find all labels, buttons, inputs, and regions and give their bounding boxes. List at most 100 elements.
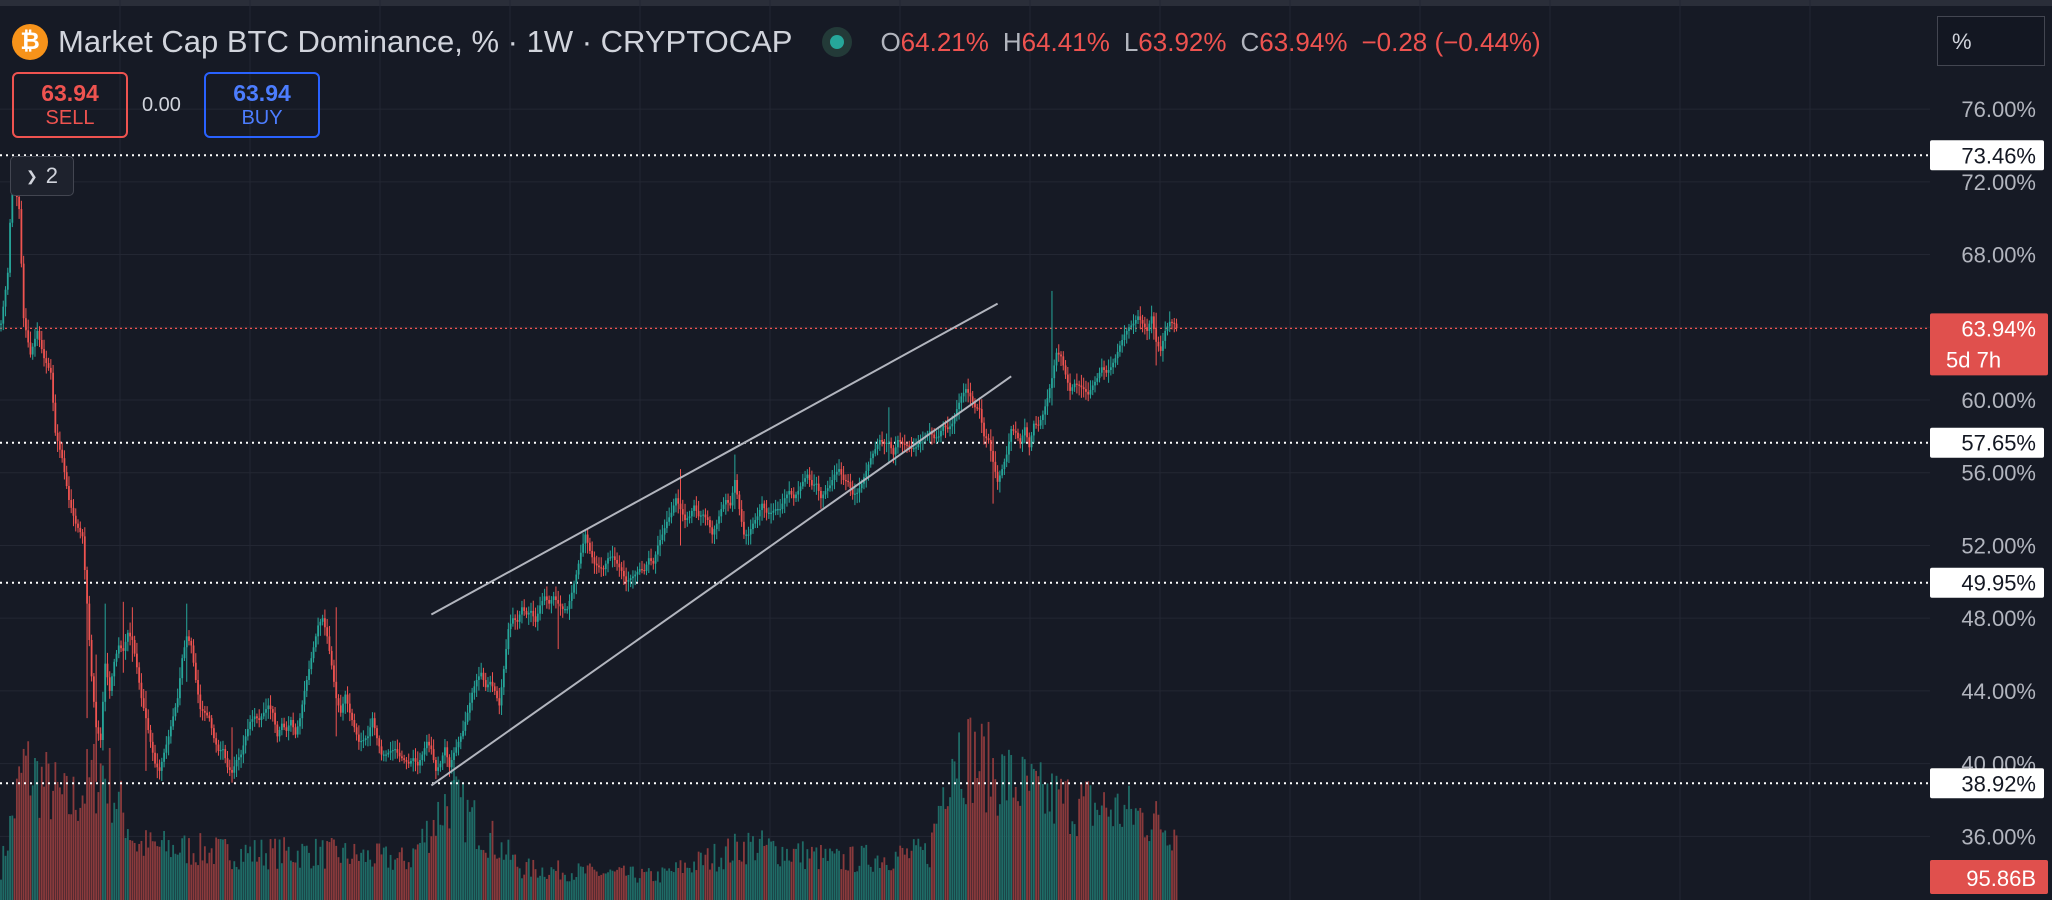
candle-body bbox=[1162, 340, 1164, 351]
volume-bar bbox=[1039, 762, 1042, 900]
volume-bar bbox=[457, 779, 460, 900]
volume-bar bbox=[487, 857, 489, 900]
bitcoin-icon[interactable]: ₿ bbox=[12, 24, 48, 60]
volume-bar bbox=[285, 850, 288, 900]
volume-bar bbox=[246, 853, 249, 900]
volume-bar bbox=[527, 858, 530, 900]
candle-body bbox=[511, 618, 514, 624]
volume-bar bbox=[394, 859, 397, 900]
candle-body bbox=[555, 596, 557, 600]
volume-bar bbox=[149, 832, 152, 900]
channel-lower-line[interactable] bbox=[430, 375, 1012, 787]
candle-body bbox=[842, 474, 845, 480]
candle-body bbox=[256, 716, 258, 719]
candle-body bbox=[668, 517, 671, 522]
volume-bar bbox=[348, 863, 351, 900]
candle-body bbox=[346, 694, 349, 704]
candle-body bbox=[194, 662, 197, 680]
candle-body bbox=[65, 472, 68, 487]
volume-bar bbox=[294, 862, 297, 900]
level-label-box[interactable] bbox=[1930, 567, 2044, 598]
ohlc-low: L63.92% bbox=[1123, 26, 1227, 57]
volume-bar bbox=[591, 866, 594, 900]
volume-bar bbox=[532, 859, 535, 900]
volume-bar bbox=[65, 775, 68, 900]
volume-bar bbox=[808, 858, 811, 900]
candle-body bbox=[715, 523, 718, 530]
candle-body bbox=[160, 761, 163, 771]
candle-body bbox=[317, 625, 319, 637]
volume-bar bbox=[233, 861, 236, 900]
volume-bar bbox=[804, 869, 806, 900]
candle-body bbox=[654, 554, 657, 564]
candle-body bbox=[810, 480, 813, 486]
candle-body bbox=[971, 396, 974, 402]
volume-bar bbox=[111, 822, 113, 900]
horizontal-levels[interactable] bbox=[0, 154, 1930, 785]
candle-body bbox=[462, 730, 464, 737]
candle-body bbox=[244, 736, 247, 746]
channel-upper-line[interactable] bbox=[430, 302, 999, 616]
volume-bar bbox=[974, 731, 976, 900]
candle-body bbox=[1148, 323, 1151, 331]
candle-body bbox=[40, 340, 43, 350]
candle-body bbox=[145, 708, 147, 719]
candle-body bbox=[351, 712, 353, 720]
candle-body bbox=[439, 763, 442, 768]
symbol-title[interactable]: Market Cap BTC Dominance, % · 1W · CRYPT… bbox=[58, 24, 793, 59]
volume-bar bbox=[752, 836, 754, 900]
candle-body bbox=[776, 509, 779, 511]
candle-body bbox=[858, 488, 861, 493]
volume-bar bbox=[1132, 824, 1135, 900]
volume-bar bbox=[935, 823, 938, 900]
candle-body bbox=[308, 669, 310, 680]
candle-body bbox=[38, 330, 41, 340]
market-status-icon[interactable] bbox=[822, 27, 853, 57]
buy-button[interactable]: 63.94 BUY bbox=[204, 72, 320, 138]
volume-bar bbox=[625, 875, 628, 900]
candle-body bbox=[183, 647, 186, 659]
candle-body bbox=[280, 723, 283, 730]
volume-bar bbox=[795, 848, 797, 900]
volume-bar bbox=[92, 743, 95, 900]
candle-body bbox=[1143, 323, 1146, 328]
volume-bar bbox=[455, 776, 458, 900]
trend-channel[interactable] bbox=[430, 302, 1012, 787]
price-axis[interactable]: 76.00%72.00%68.00%64.00%60.00%56.00%52.0… bbox=[1930, 70, 2052, 900]
volume-bar bbox=[863, 847, 865, 900]
candle-body bbox=[487, 684, 489, 688]
candle-body bbox=[1026, 427, 1028, 438]
candle-body bbox=[1091, 385, 1094, 390]
candle-body bbox=[25, 318, 27, 331]
volume-bar bbox=[124, 837, 127, 900]
candle-body bbox=[72, 507, 75, 516]
candlesticks[interactable] bbox=[0, 165, 1178, 784]
indicators-collapse-button[interactable]: ❯ 2 bbox=[10, 156, 74, 196]
candle-body bbox=[79, 527, 82, 533]
volume-bar bbox=[136, 851, 138, 900]
last-price-label-box[interactable] bbox=[1930, 313, 2048, 376]
candle-body bbox=[983, 422, 985, 437]
candle-body bbox=[484, 680, 487, 688]
candle-body bbox=[56, 432, 59, 442]
level-label-box[interactable] bbox=[1930, 768, 2044, 799]
candle-body bbox=[1057, 352, 1060, 355]
candle-body bbox=[591, 550, 594, 558]
volume-bar bbox=[1166, 845, 1169, 900]
candle-body bbox=[267, 705, 270, 710]
candle-body bbox=[772, 510, 775, 513]
candle-body bbox=[459, 736, 462, 742]
candle-body bbox=[910, 447, 913, 450]
price-scale-unit-button[interactable]: % bbox=[1937, 16, 2045, 66]
candle-body bbox=[419, 760, 421, 766]
volume-bar bbox=[1019, 805, 1022, 900]
sell-button[interactable]: 63.94 SELL bbox=[12, 72, 128, 138]
candle-body bbox=[727, 500, 729, 503]
volume-bar bbox=[860, 845, 863, 900]
level-label-box[interactable] bbox=[1930, 427, 2044, 458]
volume-bar bbox=[353, 843, 356, 900]
volume-bar bbox=[498, 857, 501, 900]
candle-body bbox=[539, 605, 541, 614]
level-label-box[interactable] bbox=[1930, 140, 2044, 171]
